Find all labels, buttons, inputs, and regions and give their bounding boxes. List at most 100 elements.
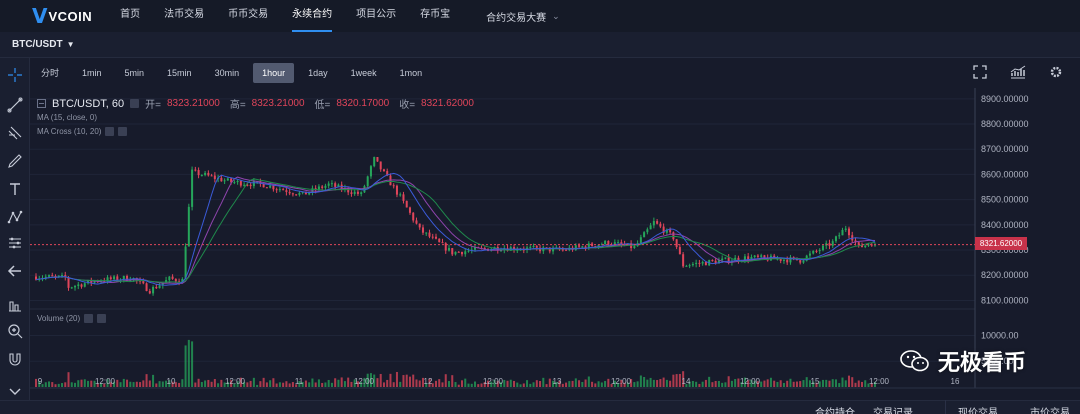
volume-bar xyxy=(34,378,38,387)
nav-coin-trade[interactable]: 币币交易 xyxy=(228,9,269,20)
volume-bar xyxy=(161,381,164,387)
candle-body xyxy=(106,277,109,282)
candle-body xyxy=(87,280,90,284)
volume-bar xyxy=(672,374,675,387)
time-tick-label: 14 xyxy=(682,377,691,386)
visibility-icon[interactable] xyxy=(130,99,140,108)
interval-30min[interactable]: 30min xyxy=(214,68,240,78)
volume-bar xyxy=(265,382,268,387)
volume-bar xyxy=(708,376,711,387)
candle-body xyxy=(646,229,649,233)
nav-fiat-trade[interactable]: 法币交易 xyxy=(164,9,205,20)
interval-1day[interactable]: 1day xyxy=(308,68,328,78)
volume-bar xyxy=(821,379,824,387)
volume-bar xyxy=(412,374,415,387)
volume-bar xyxy=(135,381,138,387)
interval-timeshare[interactable]: 分时 xyxy=(41,68,60,78)
candle-body xyxy=(607,240,610,245)
brand-logo[interactable]: V VCOIN xyxy=(32,4,92,28)
nav-home[interactable]: 首页 xyxy=(120,9,141,20)
candle-body xyxy=(734,257,737,261)
interval-5min[interactable]: 5min xyxy=(124,68,145,78)
volume-bar xyxy=(743,377,746,387)
volume-bar xyxy=(298,381,301,387)
settings-gear-icon[interactable] xyxy=(1046,62,1066,82)
candle-body xyxy=(460,251,464,255)
volume-bar xyxy=(431,383,434,387)
volume-bar xyxy=(470,383,473,387)
zoom-in-icon[interactable] xyxy=(4,320,26,342)
candle-body xyxy=(230,178,233,183)
collapse-legend-icon[interactable] xyxy=(37,99,46,108)
candle-body xyxy=(652,221,655,226)
tab-trade-history[interactable]: 交易记录 xyxy=(873,408,913,414)
candle-body xyxy=(698,262,701,264)
brush-icon[interactable] xyxy=(4,150,26,172)
ruler-icon[interactable] xyxy=(4,294,26,316)
expand-tools-icon[interactable] xyxy=(4,380,26,402)
volume-remove-icon[interactable] xyxy=(97,314,107,323)
volume-bar xyxy=(545,384,548,387)
pattern-tool-icon[interactable] xyxy=(4,206,26,228)
contest-dropdown[interactable]: 合约交易大赛 ⌄ xyxy=(486,9,560,24)
volume-bar xyxy=(500,382,503,387)
interval-1mon[interactable]: 1mon xyxy=(399,68,423,78)
indicators-icon[interactable] xyxy=(1008,62,1028,82)
volume-bar xyxy=(825,379,828,387)
volume-bar xyxy=(285,381,288,387)
price-tick-label: 8200.00000 xyxy=(981,270,1029,280)
contest-dropdown-label: 合约交易大赛 xyxy=(486,12,547,24)
measure-tool-icon[interactable] xyxy=(4,232,26,254)
trend-line-icon[interactable] xyxy=(4,94,26,116)
candle-body xyxy=(834,236,837,242)
volume-bar xyxy=(685,384,688,387)
volume-bar xyxy=(457,384,460,387)
open-label: 开= xyxy=(145,100,161,111)
fullscreen-icon[interactable] xyxy=(970,62,990,82)
interval-1hour[interactable]: 1hour xyxy=(253,63,295,83)
volume-bar xyxy=(80,379,83,387)
price-chart[interactable]: 8900.00000 8800.00000 8700.00000 8600.00000… xyxy=(30,88,1080,414)
ma-cross-settings-icon[interactable] xyxy=(105,127,115,136)
volume-bar xyxy=(760,381,763,387)
volume-bar xyxy=(643,377,646,387)
crosshair-icon[interactable] xyxy=(4,64,26,86)
candle-body xyxy=(330,183,333,185)
ma-cross-remove-icon[interactable] xyxy=(118,127,128,136)
volume-bar xyxy=(841,377,844,387)
candle-body xyxy=(90,280,93,283)
volume-settings-icon[interactable] xyxy=(84,314,94,323)
nav-project-announcement[interactable]: 项目公示 xyxy=(356,9,397,20)
interval-1min[interactable]: 1min xyxy=(82,68,102,78)
fib-tool-icon[interactable] xyxy=(4,122,26,144)
candle-body xyxy=(197,169,200,176)
candle-body xyxy=(685,265,688,267)
volume-bar xyxy=(691,380,694,387)
magnet-icon[interactable] xyxy=(4,348,26,370)
interval-1week[interactable]: 1week xyxy=(350,68,377,78)
candle-body xyxy=(376,157,379,162)
candle-body xyxy=(688,265,691,267)
price-tick-label: 8700.00000 xyxy=(981,144,1029,154)
tab-limit-order[interactable]: 现价交易 xyxy=(958,408,998,414)
nav-deposit-treasure[interactable]: 存币宝 xyxy=(420,9,451,20)
candle-body xyxy=(282,189,285,191)
candle-body xyxy=(659,223,662,227)
candle-body xyxy=(704,261,707,266)
nav-perpetual-contract[interactable]: 永续合约 xyxy=(292,0,333,32)
back-arrow-icon[interactable] xyxy=(4,260,26,282)
text-tool-icon[interactable] xyxy=(4,178,26,200)
candle-body xyxy=(249,184,252,187)
candle-body xyxy=(815,250,818,252)
candle-body xyxy=(591,243,594,247)
tab-market-order[interactable]: 市价交易 xyxy=(1030,408,1070,414)
volume-bar xyxy=(851,377,854,387)
candle-body xyxy=(34,276,38,280)
tab-positions[interactable]: 合约持仓 xyxy=(815,408,855,414)
volume-bar xyxy=(282,382,285,387)
ma-indicator-legend: MA (15, close, 0) xyxy=(37,113,97,122)
volume-bar xyxy=(844,380,847,387)
caret-down-icon: ▼ xyxy=(66,40,75,49)
symbol-selector[interactable]: BTC/USDT ▼ xyxy=(12,39,74,50)
interval-15min[interactable]: 15min xyxy=(167,68,192,78)
